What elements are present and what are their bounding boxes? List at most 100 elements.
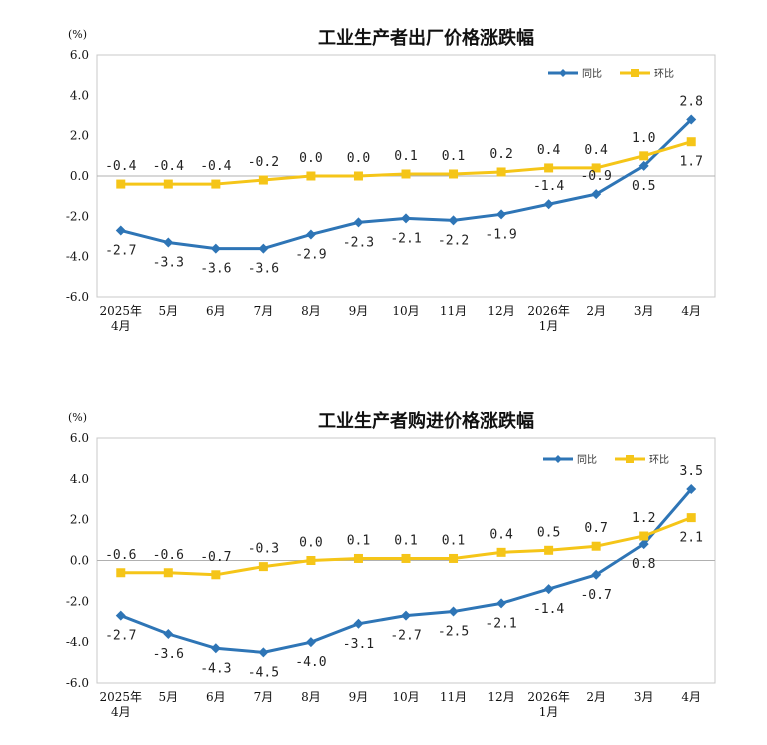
- data-label-yoy: -2.7: [105, 243, 136, 258]
- x-tick-line: 10月: [392, 304, 419, 318]
- chart-input-price: 工业生产者购进价格涨跌幅 (%) 6.0 4.0 2.0 0.0 -2.0 -4.0 -6.0 2…: [0, 385, 767, 745]
- data-label-yoy: -1.4: [533, 179, 564, 194]
- x-tick-label: 5月: [158, 690, 178, 704]
- data-point-mom: [163, 568, 173, 578]
- data-label-yoy: -0.7: [580, 588, 611, 603]
- data-point-yoy: [353, 618, 364, 629]
- legend-label-mom: 环比: [649, 454, 669, 466]
- data-label-yoy: -2.1: [485, 616, 516, 631]
- y-tick-label: 4.0: [70, 88, 89, 102]
- data-label-mom: 0.1: [347, 533, 370, 548]
- x-tick-label: 9月: [349, 304, 369, 318]
- data-label-mom: -0.3: [248, 542, 279, 557]
- legend-label-mom: 环比: [654, 68, 674, 80]
- data-point-yoy: [496, 209, 507, 220]
- data-label-mom: 0.1: [394, 149, 417, 164]
- data-label-yoy: 2.8: [679, 95, 702, 110]
- chart-title: 工业生产者购进价格涨跌幅: [318, 410, 534, 432]
- data-point-mom: [544, 163, 554, 173]
- data-point-yoy: [686, 484, 697, 495]
- data-label-mom: 0.4: [584, 143, 608, 158]
- x-tick-line: 11月: [440, 304, 467, 318]
- data-label-mom: 1.0: [632, 131, 655, 146]
- data-point-yoy: [258, 647, 269, 658]
- x-tick-line: 2月: [586, 304, 606, 318]
- x-tick-line: 6月: [206, 690, 226, 704]
- data-point-mom: [116, 179, 126, 189]
- x-tick-label: 12月: [487, 690, 514, 704]
- data-point-mom: [544, 545, 554, 555]
- y-tick-label: 6.0: [70, 431, 89, 445]
- data-label-mom: 0.1: [394, 533, 417, 548]
- data-label-mom: 1.7: [679, 155, 702, 170]
- data-point-yoy: [210, 243, 221, 254]
- x-tick-line: 10月: [392, 690, 419, 704]
- x-tick-label: 7月: [254, 304, 274, 318]
- data-label-mom: 0.1: [442, 533, 465, 548]
- x-tick-line: 2026年: [527, 690, 570, 704]
- data-label-mom: 0.4: [537, 143, 561, 158]
- data-point-mom: [306, 556, 316, 565]
- y-tick-label: 2.0: [70, 129, 89, 143]
- x-tick-label: 2026年 1月: [527, 690, 570, 719]
- data-point-yoy: [686, 114, 697, 125]
- data-label-mom: 0.0: [299, 151, 322, 166]
- data-label-yoy: -2.1: [390, 231, 421, 246]
- x-tick-label: 12月: [487, 304, 514, 318]
- x-tick-label: 10月: [392, 690, 419, 704]
- data-label-mom: -0.2: [248, 155, 279, 170]
- data-label-yoy: -2.3: [343, 235, 374, 250]
- data-point-yoy: [401, 610, 411, 621]
- y-axis-unit: (%): [68, 411, 87, 424]
- data-label-yoy: -2.9: [295, 247, 326, 262]
- data-point-mom: [258, 562, 268, 572]
- data-label-yoy: -4.5: [248, 665, 279, 680]
- x-tick-line: 2月: [586, 690, 606, 704]
- data-point-mom: [686, 513, 696, 523]
- data-label-yoy: -2.5: [438, 625, 469, 640]
- data-point-mom: [211, 570, 221, 580]
- legend-marker-mom: [626, 455, 634, 463]
- data-point-mom: [449, 553, 459, 563]
- x-tick-label: 5月: [158, 304, 178, 318]
- x-tick-line: 9月: [349, 690, 369, 704]
- y-tick-label: 0.0: [70, 554, 89, 568]
- x-tick-label: 10月: [392, 304, 419, 318]
- data-point-mom: [353, 553, 363, 563]
- x-tick-line: 7月: [254, 304, 274, 318]
- legend-label-yoy: 同比: [582, 68, 602, 80]
- x-tick-label: 7月: [254, 690, 274, 704]
- data-label-mom: -0.4: [105, 159, 136, 174]
- data-label-mom: -0.4: [153, 159, 184, 174]
- data-label-mom: 0.2: [489, 147, 512, 162]
- data-point-yoy: [591, 189, 602, 200]
- y-tick-label: 6.0: [70, 48, 89, 62]
- data-label-yoy: -4.3: [200, 661, 231, 676]
- data-label-mom: -0.6: [153, 548, 184, 563]
- y-tick-label: -4.0: [66, 250, 89, 264]
- x-tick-label: 4月: [681, 690, 701, 704]
- data-point-mom: [401, 169, 411, 179]
- x-tick-label: 2025年 4月: [99, 304, 142, 333]
- y-tick-label: -6.0: [66, 290, 89, 304]
- data-point-mom: [258, 175, 268, 185]
- x-tick-label: 8月: [301, 690, 321, 704]
- y-tick-label: 4.0: [70, 472, 89, 486]
- data-label-yoy: -2.2: [438, 233, 469, 248]
- data-point-yoy: [163, 237, 174, 248]
- x-tick-line: 2026年: [527, 304, 570, 318]
- data-label-yoy: -3.6: [248, 262, 279, 277]
- data-point-yoy: [496, 598, 507, 609]
- x-tick-line: 2025年: [99, 304, 142, 318]
- data-point-mom: [401, 553, 411, 563]
- data-point-yoy: [638, 160, 649, 171]
- data-label-mom: 1.2: [632, 511, 655, 526]
- x-tick-line: 5月: [158, 304, 178, 318]
- y-tick-label: 2.0: [70, 513, 89, 527]
- x-tick-label: 3月: [634, 304, 654, 318]
- x-tick-line: 12月: [487, 304, 514, 318]
- y-tick-label: -4.0: [66, 635, 89, 649]
- data-point-mom: [116, 568, 126, 578]
- chart-input-price-svg: 工业生产者购进价格涨跌幅 (%) 6.0 4.0 2.0 0.0 -2.0 -4.0 -6.0 2…: [66, 410, 716, 719]
- data-point-mom: [163, 179, 173, 189]
